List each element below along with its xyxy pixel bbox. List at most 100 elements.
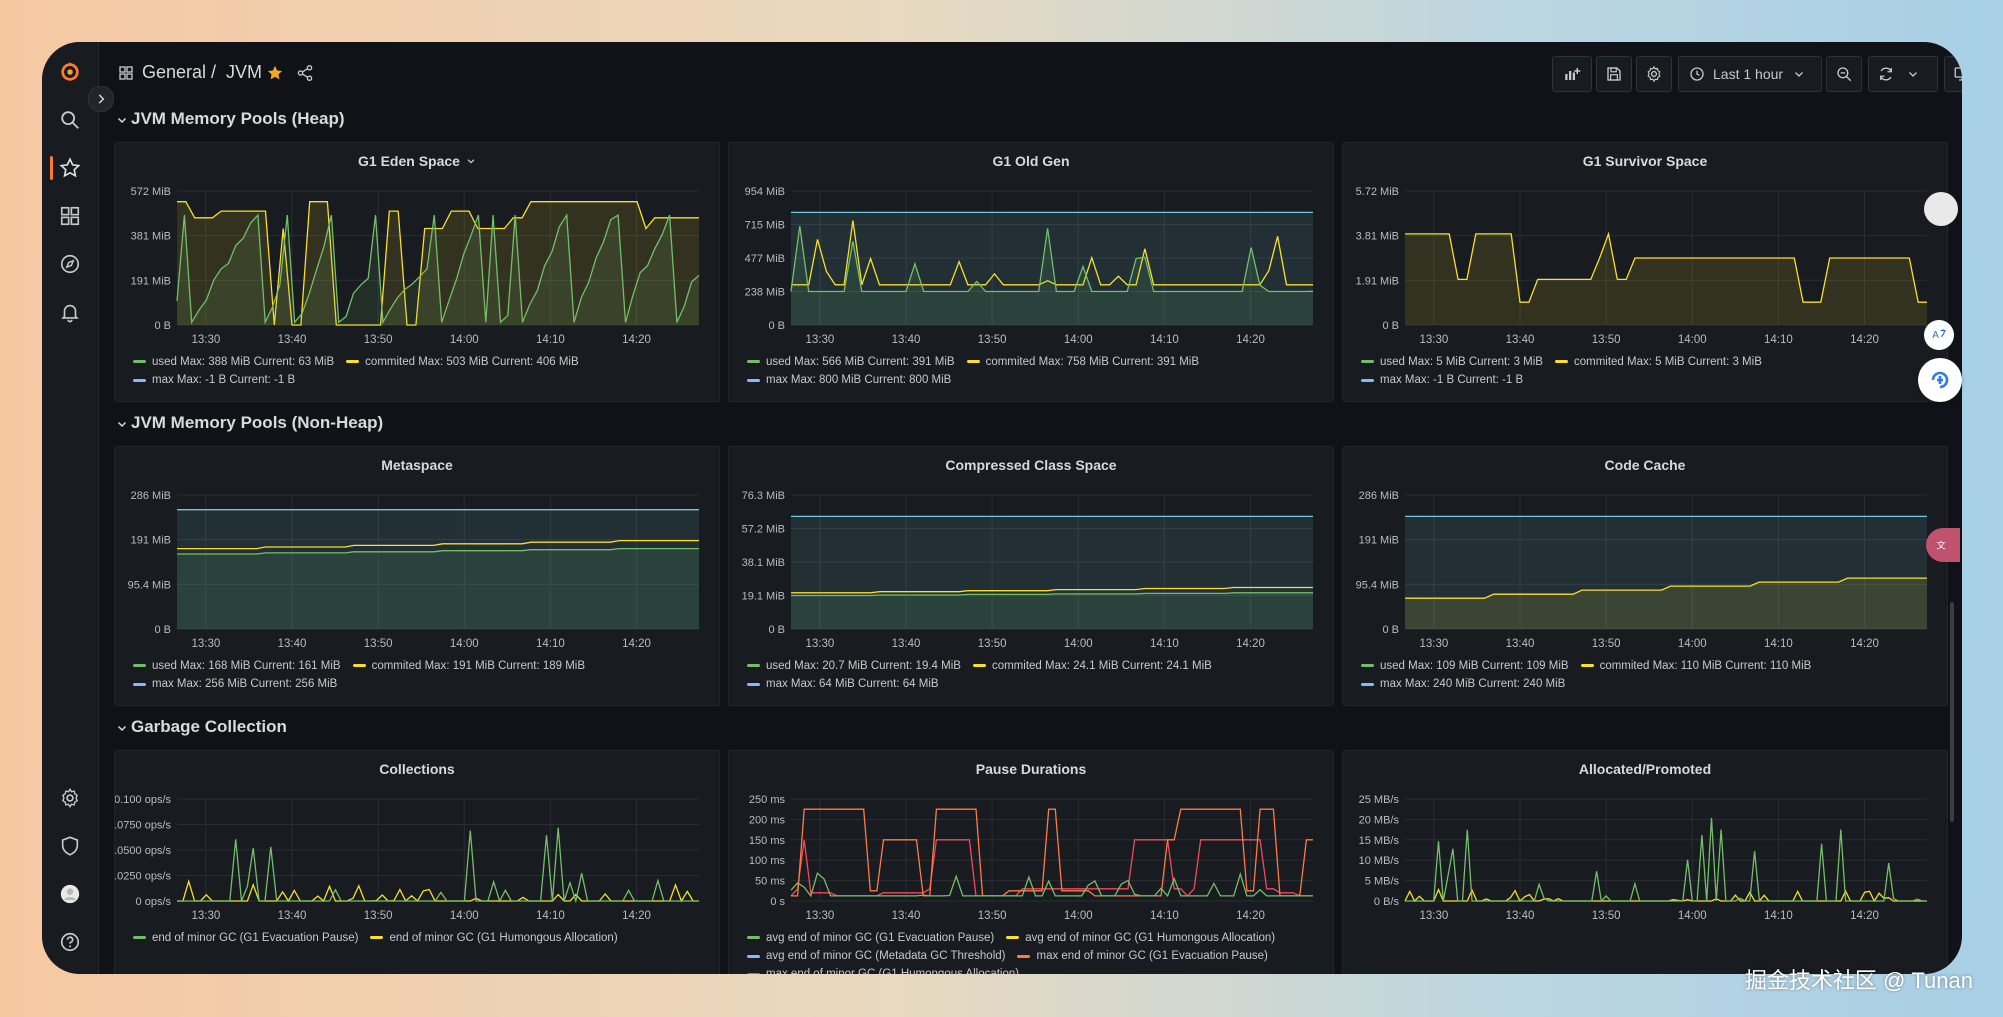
chart-area[interactable]: 286 MiB 191 MiB 95.4 MiB 0 B 13:30 13:40 13:50…: [115, 447, 719, 653]
row-title-garbage-collection[interactable]: Garbage Collection: [131, 717, 287, 736]
panel-pause-durations[interactable]: Pause Durations 250 ms 200 ms 150 ms 100 ms 5…: [728, 750, 1334, 974]
save-dashboard-button[interactable]: [1596, 56, 1632, 92]
legend-item[interactable]: max Max: 256 MiB Current: 256 MiB: [133, 675, 337, 693]
star-filled-icon[interactable]: [266, 64, 284, 82]
legend-swatch: [133, 682, 146, 686]
legend-item[interactable]: used Max: 20.7 MiB Current: 19.4 MiB: [747, 657, 961, 675]
panel-title[interactable]: Compressed Class Space: [945, 457, 1117, 473]
legend-item[interactable]: max Max: -1 B Current: -1 B: [133, 371, 295, 389]
search-icon[interactable]: [42, 100, 98, 140]
panel-compressed-class-space[interactable]: Compressed Class Space 76.3 MiB 57.2 MiB 38…: [728, 446, 1334, 706]
legend-item[interactable]: used Max: 5 MiB Current: 3 MiB: [1361, 353, 1543, 371]
grafana-logo-icon[interactable]: [42, 52, 98, 92]
row-title-heap[interactable]: JVM Memory Pools (Heap): [131, 109, 345, 128]
panel-title[interactable]: Pause Durations: [975, 761, 1087, 777]
explore-compass-icon[interactable]: [42, 244, 98, 284]
legend-item[interactable]: avg end of minor GC (Metadata GC Thresho…: [747, 947, 1005, 965]
panel-g1-old-gen[interactable]: G1 Old Gen 954 MiB 715 MiB 477 MiB 238 MiB 0 …: [728, 142, 1334, 402]
x-tick-label: 13:40: [1506, 638, 1535, 650]
x-tick-label: 13:30: [805, 910, 834, 922]
legend-item[interactable]: commited Max: 5 MiB Current: 3 MiB: [1554, 353, 1762, 371]
row-collapse-chevron-icon[interactable]: [116, 114, 128, 126]
panel-menu-chevron-icon[interactable]: [460, 153, 476, 169]
dashboards-icon[interactable]: [42, 196, 98, 236]
time-range-picker[interactable]: Last 1 hour: [1678, 56, 1822, 92]
series-line-1: [791, 808, 1313, 897]
panel-title[interactable]: Collections: [379, 761, 455, 777]
share-icon[interactable]: [296, 64, 314, 82]
panel-collections[interactable]: Collections 0.100 ops/s 0.0750 ops/s 0.0500…: [114, 750, 720, 974]
panel-g1-survivor-space[interactable]: G1 Survivor Space 5.72 MiB 3.81 MiB 1.91 Mi…: [1342, 142, 1948, 402]
legend-item[interactable]: max Max: 64 MiB Current: 64 MiB: [747, 675, 939, 693]
y-tick-label: 286 MiB: [1359, 490, 1399, 502]
add-panel-button[interactable]: [1552, 56, 1592, 92]
chart-area[interactable]: 954 MiB 715 MiB 477 MiB 238 MiB 0 B 13:30 13:4…: [729, 143, 1333, 349]
chart-area[interactable]: 286 MiB 191 MiB 95.4 MiB 0 B 13:30 13:40 13:50…: [1343, 447, 1947, 653]
chart-area[interactable]: 25 MB/s 20 MB/s 15 MB/s 10 MB/s 5 MB/s 0 B/s 1…: [1343, 751, 1947, 925]
panel-g1-eden-space[interactable]: G1 Eden Space 572 MiB 381 MiB 191 MiB 0 B 13:…: [114, 142, 720, 402]
zoom-out-button[interactable]: [1826, 56, 1862, 92]
extension-bubble[interactable]: [1924, 192, 1958, 226]
translate-extension-icon[interactable]: A: [1924, 320, 1954, 350]
assistant-extension-icon[interactable]: [1918, 358, 1962, 402]
legend-label: used Max: 20.7 MiB Current: 19.4 MiB: [766, 660, 961, 672]
legend-swatch: [370, 936, 384, 940]
legend-item[interactable]: max Max: 240 MiB Current: 240 MiB: [1361, 675, 1565, 693]
y-tick-label: 286 MiB: [131, 490, 171, 502]
legend-item[interactable]: max Max: 800 MiB Current: 800 MiB: [747, 371, 951, 389]
panel-metaspace[interactable]: Metaspace 286 MiB 191 MiB 95.4 MiB 0 B 13:30 1…: [114, 446, 720, 706]
alerting-bell-icon[interactable]: [42, 292, 98, 332]
chart-area[interactable]: 572 MiB 381 MiB 191 MiB 0 B 13:30 13:40 13:50 1…: [115, 143, 719, 349]
dashboard-settings-button[interactable]: [1636, 56, 1672, 92]
chart-area[interactable]: 250 ms 200 ms 150 ms 100 ms 50 ms 0 s 13:30 13:…: [729, 751, 1333, 925]
legend-item[interactable]: commited Max: 24.1 MiB Current: 24.1 MiB: [972, 657, 1212, 675]
legend-item[interactable]: used Max: 168 MiB Current: 161 MiB: [133, 657, 341, 675]
legend-item[interactable]: used Max: 109 MiB Current: 109 MiB: [1361, 657, 1569, 675]
panel-title[interactable]: G1 Old Gen: [992, 153, 1070, 169]
panel-title[interactable]: Metaspace: [381, 457, 453, 473]
row-collapse-chevron-icon[interactable]: [116, 418, 128, 430]
user-avatar[interactable]: [42, 874, 98, 914]
panel-code-cache[interactable]: Code Cache 286 MiB 191 MiB 95.4 MiB 0 B 13:30…: [1342, 446, 1948, 706]
translate-side-tab-icon[interactable]: 文: [1926, 528, 1960, 562]
x-tick-label: 13:30: [191, 638, 220, 650]
x-tick-label: 14:10: [1150, 334, 1179, 346]
legend-label: max end of minor GC (G1 Humongous Alloca…: [766, 968, 1019, 974]
legend-item[interactable]: used Max: 388 MiB Current: 63 MiB: [133, 353, 334, 371]
legend-item[interactable]: avg end of minor GC (G1 Humongous Alloca…: [1006, 929, 1275, 947]
monitor-icon: [1954, 67, 1962, 81]
refresh-button[interactable]: [1868, 56, 1938, 92]
row-title-non-heap[interactable]: JVM Memory Pools (Non-Heap): [131, 413, 384, 432]
legend-item[interactable]: max end of minor GC (G1 Humongous Alloca…: [747, 965, 1019, 974]
row-collapse-chevron-icon[interactable]: [116, 722, 128, 734]
help-icon[interactable]: [42, 922, 98, 962]
legend-item[interactable]: used Max: 566 MiB Current: 391 MiB: [747, 353, 955, 371]
chart-area[interactable]: 5.72 MiB 3.81 MiB 1.91 MiB 0 B 13:30 13:40 13:…: [1343, 143, 1947, 349]
legend-item[interactable]: max Max: -1 B Current: -1 B: [1361, 371, 1523, 389]
panel-allocated-promoted[interactable]: Allocated/Promoted 25 MB/s 20 MB/s 15 MB/s 1…: [1342, 750, 1948, 974]
legend-label: used Max: 109 MiB Current: 109 MiB: [1380, 660, 1569, 672]
chart-area[interactable]: 0.100 ops/s 0.0750 ops/s 0.0500 ops/s 0.025…: [115, 751, 719, 925]
legend-item[interactable]: commited Max: 503 MiB Current: 406 MiB: [346, 353, 579, 371]
panel-title[interactable]: G1 Eden Space: [115, 153, 719, 169]
page-scrollbar[interactable]: [1950, 602, 1954, 822]
chart-area[interactable]: 76.3 MiB 57.2 MiB 38.1 MiB 19.1 MiB 0 B 13:30…: [729, 447, 1333, 653]
panel-title[interactable]: Code Cache: [1604, 457, 1686, 473]
panel-title[interactable]: G1 Survivor Space: [1582, 153, 1708, 169]
legend-label: max Max: 240 MiB Current: 240 MiB: [1380, 678, 1566, 691]
starred-icon[interactable]: [42, 148, 98, 188]
legend-item[interactable]: commited Max: 758 MiB Current: 391 MiB: [966, 353, 1199, 371]
tv-mode-button[interactable]: [1944, 56, 1962, 92]
legend-item[interactable]: commited Max: 191 MiB Current: 189 MiB: [352, 657, 585, 675]
configuration-gear-icon[interactable]: [42, 778, 98, 818]
expand-sidebar-button[interactable]: [88, 86, 114, 112]
legend-item[interactable]: commited Max: 110 MiB Current: 110 MiB: [1580, 657, 1811, 675]
server-admin-shield-icon[interactable]: [42, 826, 98, 866]
breadcrumb-folder-link[interactable]: General: [142, 62, 207, 82]
legend-item[interactable]: end of minor GC (G1 Evacuation Pause): [133, 929, 358, 947]
panel-title[interactable]: Allocated/Promoted: [1578, 761, 1712, 777]
legend-item[interactable]: end of minor GC (G1 Humongous Allocation…: [370, 929, 618, 947]
dashboard-title[interactable]: JVM: [226, 62, 262, 82]
legend-item[interactable]: max end of minor GC (G1 Evacuation Pause…: [1017, 947, 1268, 965]
legend-item[interactable]: avg end of minor GC (G1 Evacuation Pause…: [747, 929, 994, 947]
